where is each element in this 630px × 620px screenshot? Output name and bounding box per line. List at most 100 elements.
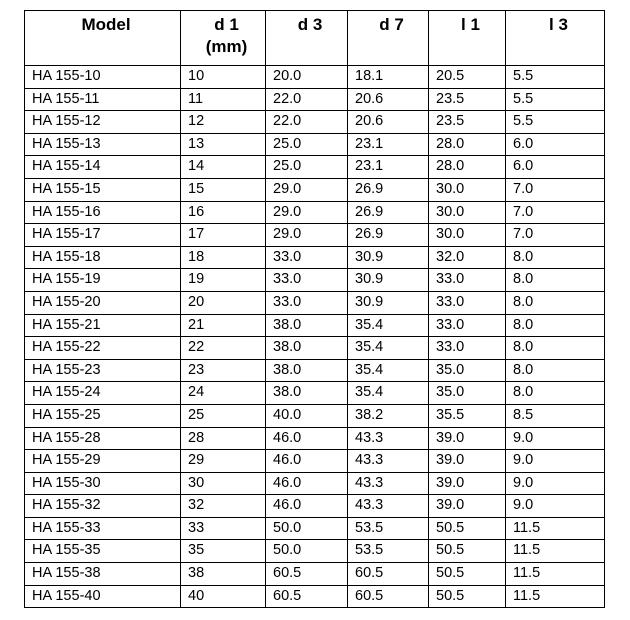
table-cell: 30.0 — [428, 177, 506, 202]
table-cell: 20 — [180, 290, 266, 315]
table-row: HA 155-20 20 33.0 30.9 33.0 8.0 — [24, 290, 605, 315]
table-cell: HA 155-33 — [24, 516, 181, 541]
table-cell: 8.0 — [505, 358, 605, 383]
header-text: d 3 — [297, 15, 323, 34]
table-cell: 33 — [180, 516, 266, 541]
table-cell: 29.0 — [265, 200, 348, 225]
table-cell: 11 — [180, 87, 266, 112]
table-row: HA 155-22 22 38.0 35.4 33.0 8.0 — [24, 336, 605, 360]
table-cell: 25.0 — [265, 155, 348, 179]
table-cell: 35 — [180, 539, 266, 564]
table-cell: HA 155-29 — [24, 449, 181, 473]
header-cell: d 1 (mm) — [180, 10, 266, 66]
table-cell: 39.0 — [428, 471, 506, 496]
table-cell: 46.0 — [265, 494, 348, 518]
table-cell: 22.0 — [265, 87, 348, 112]
table-cell: 5.5 — [505, 110, 605, 134]
table-cell: 33.0 — [428, 268, 506, 292]
table-cell: HA 155-14 — [24, 155, 181, 179]
header-text: Model — [81, 15, 131, 34]
table-cell: 8.0 — [505, 290, 605, 315]
table-cell: 30.9 — [347, 268, 429, 292]
table-cell: HA 155-25 — [24, 403, 181, 428]
table-cell: 38.0 — [265, 313, 348, 338]
table-cell: 32 — [180, 494, 266, 518]
table-row: HA 155-21 21 38.0 35.4 33.0 8.0 — [24, 313, 605, 338]
table-cell: 13 — [180, 132, 266, 157]
table-cell: 18.1 — [347, 65, 429, 89]
table-row: HA 155-19 19 33.0 30.9 33.0 8.0 — [24, 268, 605, 292]
table-cell: HA 155-30 — [24, 471, 181, 496]
table-row: HA 155-28 28 46.0 43.3 39.0 9.0 — [24, 426, 605, 451]
table-cell: 38.0 — [265, 336, 348, 360]
table-cell: HA 155-10 — [24, 65, 181, 89]
table-cell: 30.9 — [347, 290, 429, 315]
spec-table: Model d 1 (mm) d 3 d 7 l 1 l 3 HA 155-10 10 20.0… — [24, 10, 605, 609]
table-cell: 7.0 — [505, 177, 605, 202]
table-row: HA 155-38 38 60.5 60.5 50.5 11.5 — [24, 562, 605, 586]
table-row: HA 155-24 24 38.0 35.4 35.0 8.0 — [24, 381, 605, 405]
table-row: HA 155-40 40 60.5 60.5 50.5 11.5 — [24, 584, 605, 609]
table-cell: HA 155-32 — [24, 494, 181, 518]
table-cell: 60.5 — [347, 584, 429, 609]
table-cell: 50.5 — [428, 584, 506, 609]
table-row: HA 155-35 35 50.0 53.5 50.5 11.5 — [24, 539, 605, 564]
table-cell: 50.0 — [265, 539, 348, 564]
table-cell: 50.0 — [265, 516, 348, 541]
table-row: HA 155-13 13 25.0 23.1 28.0 6.0 — [24, 132, 605, 157]
table-cell: 17 — [180, 223, 266, 247]
table-cell: HA 155-40 — [24, 584, 181, 609]
table-cell: 20.0 — [265, 65, 348, 89]
table-cell: 9.0 — [505, 471, 605, 496]
table-cell: 30 — [180, 471, 266, 496]
table-cell: 5.5 — [505, 65, 605, 89]
table-cell: 33.0 — [265, 268, 348, 292]
table-cell: 53.5 — [347, 539, 429, 564]
table-cell: HA 155-23 — [24, 358, 181, 383]
table-cell: 16 — [180, 200, 266, 225]
table-cell: 38.0 — [265, 381, 348, 405]
table-cell: 22.0 — [265, 110, 348, 134]
table-cell: HA 155-20 — [24, 290, 181, 315]
table-cell: 28.0 — [428, 155, 506, 179]
table-cell: 43.3 — [347, 494, 429, 518]
table-body: HA 155-10 10 20.0 18.1 20.5 5.5 HA 155-11 11 22.… — [24, 65, 605, 609]
header-cell: l 1 — [428, 10, 506, 66]
table-cell: 12 — [180, 110, 266, 134]
table-cell: 40 — [180, 584, 266, 609]
header-cell: l 3 — [505, 10, 605, 66]
table-cell: 15 — [180, 177, 266, 202]
table-cell: 11.5 — [505, 584, 605, 609]
table-cell: HA 155-12 — [24, 110, 181, 134]
table-cell: 23.5 — [428, 87, 506, 112]
table-cell: 9.0 — [505, 449, 605, 473]
table-cell: HA 155-11 — [24, 87, 181, 112]
table-row: HA 155-33 33 50.0 53.5 50.5 11.5 — [24, 516, 605, 541]
table-cell: 8.0 — [505, 313, 605, 338]
table-cell: 46.0 — [265, 471, 348, 496]
table-row: HA 155-17 17 29.0 26.9 30.0 7.0 — [24, 223, 605, 247]
table-cell: 11.5 — [505, 562, 605, 586]
table-cell: 35.4 — [347, 336, 429, 360]
table-cell: 30.9 — [347, 245, 429, 270]
table-cell: HA 155-21 — [24, 313, 181, 338]
table-row: HA 155-25 25 40.0 38.2 35.5 8.5 — [24, 403, 605, 428]
table-cell: 25.0 — [265, 132, 348, 157]
table-cell: HA 155-35 — [24, 539, 181, 564]
table-row: HA 155-29 29 46.0 43.3 39.0 9.0 — [24, 449, 605, 473]
table-cell: 35.0 — [428, 381, 506, 405]
header-text: d 1 — [214, 15, 239, 34]
table-cell: 25 — [180, 403, 266, 428]
header-cell: d 3 — [265, 10, 348, 66]
table-cell: 39.0 — [428, 449, 506, 473]
table-cell: 9.0 — [505, 494, 605, 518]
table-cell: 40.0 — [265, 403, 348, 428]
table-cell: 7.0 — [505, 223, 605, 247]
table-cell: 35.4 — [347, 358, 429, 383]
table-cell: 11.5 — [505, 539, 605, 564]
table-cell: HA 155-13 — [24, 132, 181, 157]
table-cell: 33.0 — [428, 336, 506, 360]
table-cell: 38.0 — [265, 358, 348, 383]
table-cell: 20.6 — [347, 110, 429, 134]
table-cell: HA 155-24 — [24, 381, 181, 405]
